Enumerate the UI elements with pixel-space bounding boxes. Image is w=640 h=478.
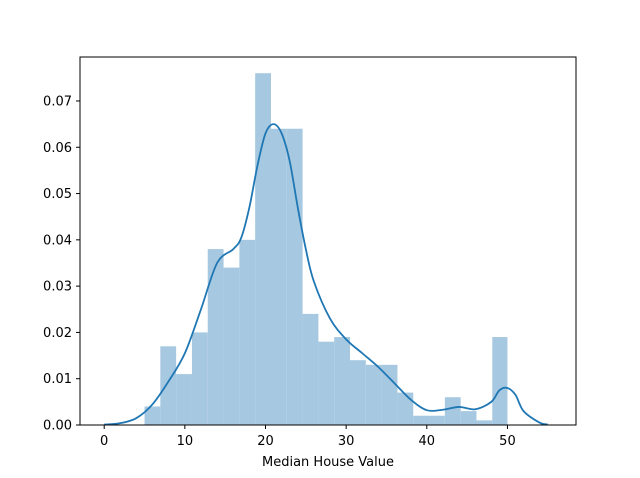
y-tick-label: 0.00: [43, 419, 72, 434]
x-tick-label: 10: [177, 434, 194, 449]
histogram-bars: [144, 73, 508, 425]
histogram-bar: [239, 239, 256, 425]
x-axis: 0 10 20 30 40 50: [100, 425, 516, 449]
histogram-bar: [429, 415, 445, 425]
histogram-bar: [397, 392, 414, 425]
histogram-bar: [365, 364, 382, 425]
x-tick-label: 0: [100, 434, 108, 449]
y-tick-label: 0.06: [43, 141, 72, 156]
histogram-bar: [270, 128, 287, 425]
plot-frame: [79, 56, 577, 426]
y-tick-label: 0.04: [43, 233, 72, 248]
histogram-bar: [476, 420, 493, 425]
x-tick-label: 20: [257, 434, 274, 449]
histogram-bar: [460, 411, 477, 425]
x-tick-label: 50: [499, 434, 516, 449]
x-tick-label: 30: [338, 434, 355, 449]
y-tick-label: 0.07: [43, 94, 72, 109]
y-tick-label: 0.03: [43, 280, 72, 295]
histogram-bar: [381, 364, 398, 425]
histogram-bar: [302, 313, 319, 425]
histogram-bar: [334, 337, 351, 425]
y-tick-label: 0.05: [43, 187, 72, 202]
histogram-bar: [286, 128, 303, 425]
histogram-bar: [207, 249, 224, 425]
y-axis: 0.00 0.01 0.02 0.03 0.04 0.05 0.06 0.07: [43, 94, 80, 434]
histogram-bar: [144, 406, 161, 425]
histogram-bar: [318, 341, 335, 425]
kde-curve: [104, 123, 548, 426]
y-tick-label: 0.01: [43, 372, 72, 387]
histogram-bar: [223, 267, 240, 425]
x-tick-label: 40: [419, 434, 436, 449]
x-axis-title: Median House Value: [262, 455, 394, 470]
histogram-bar: [176, 374, 192, 425]
histogram-bar: [444, 397, 461, 425]
histogram-bar: [160, 346, 177, 425]
y-tick-label: 0.02: [43, 326, 72, 341]
histogram-bar: [492, 337, 508, 425]
histogram-bar: [191, 332, 208, 425]
histogram-bar: [413, 415, 430, 425]
histogram-bar: [350, 360, 366, 425]
